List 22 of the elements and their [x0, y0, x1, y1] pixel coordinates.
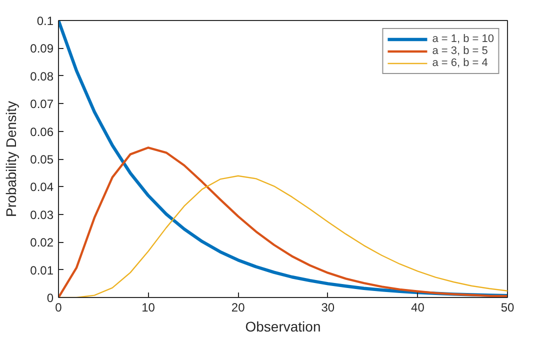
legend-label: a = 1, b = 10 [432, 33, 494, 45]
legend-label: a = 6, b = 4 [432, 57, 488, 69]
y-tick-label: 0.05 [30, 152, 54, 166]
y-tick-label: 0.02 [30, 236, 54, 250]
y-tick-label: 0.03 [30, 208, 54, 222]
y-tick-label: 0.01 [30, 263, 54, 278]
x-tick-label: 40 [411, 300, 425, 314]
y-tick-label: 0.06 [30, 124, 54, 139]
y-tick-label: 0.09 [30, 42, 54, 56]
x-tick-label: 20 [231, 300, 246, 314]
y-tick-label: 0.08 [30, 69, 54, 84]
x-tick-label: 30 [321, 300, 335, 314]
x-tick-label: 0 [55, 300, 62, 314]
y-tick-label: 0.07 [30, 97, 54, 112]
legend-label: a = 3, b = 5 [432, 45, 488, 57]
x-axis-title: Observation [245, 318, 321, 334]
x-tick-label: 50 [500, 300, 514, 314]
y-axis-title: Probability Density [3, 101, 20, 217]
x-tick-label: 10 [142, 300, 156, 314]
y-tick-label: 0.1 [36, 14, 54, 28]
y-tick-label: 0.04 [30, 180, 54, 194]
y-tick-label: 0 [46, 291, 54, 305]
